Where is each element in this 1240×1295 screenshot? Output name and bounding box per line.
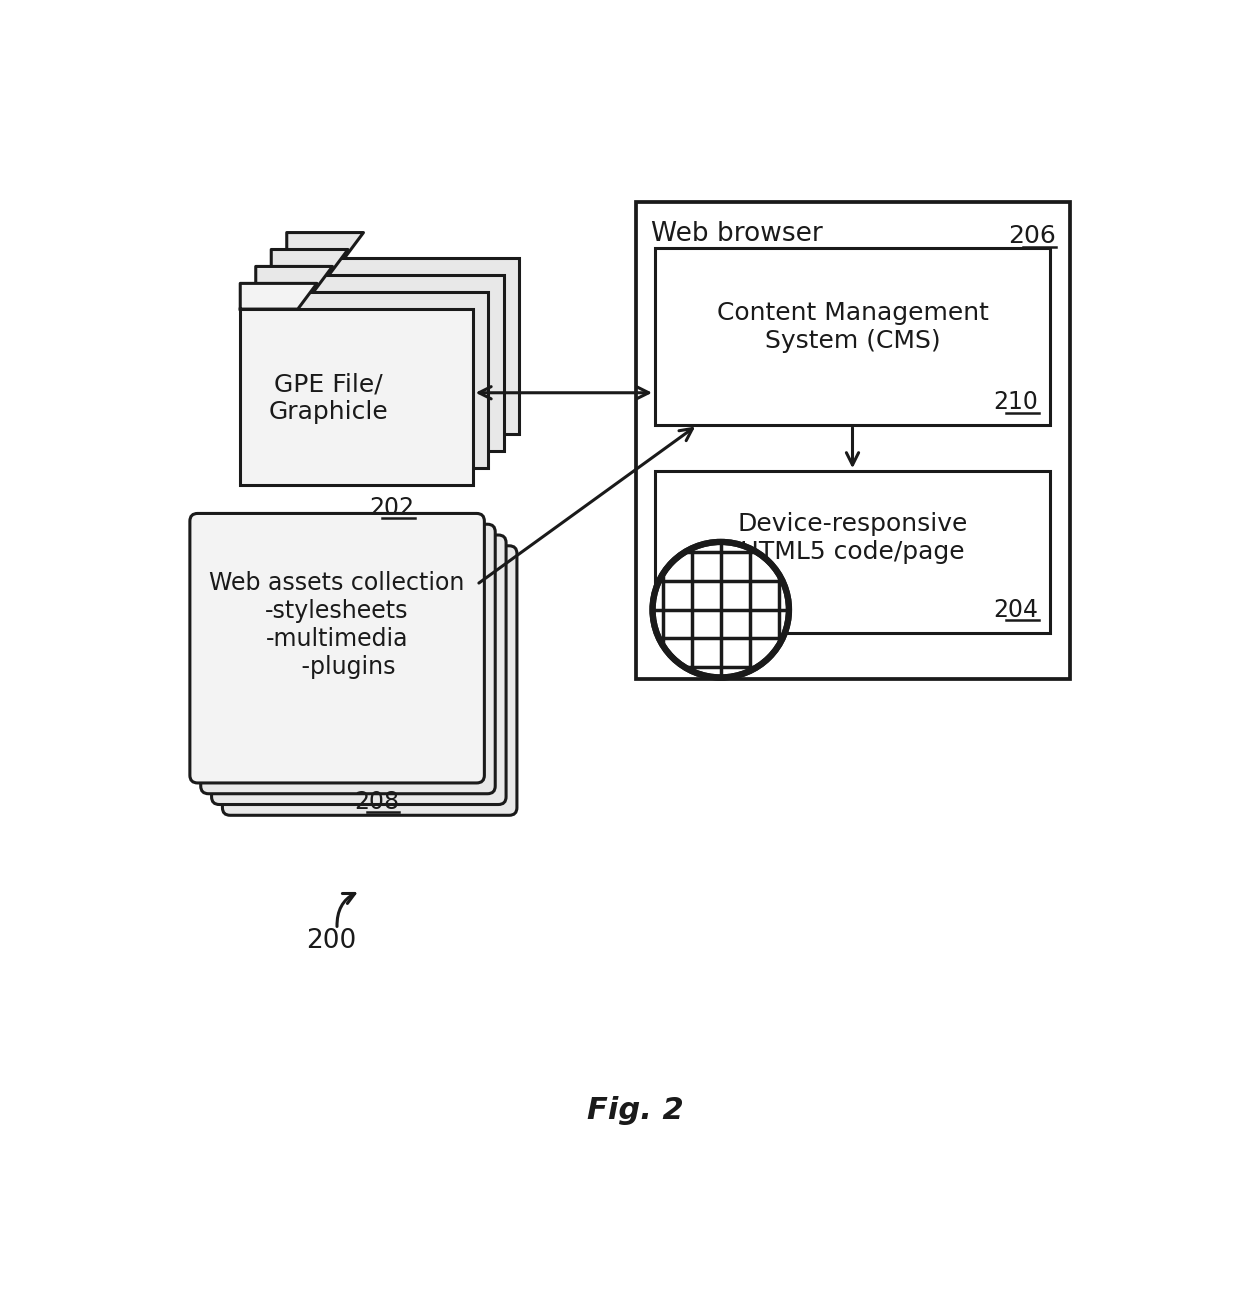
- Text: GPE File/
Graphicle: GPE File/ Graphicle: [269, 372, 388, 423]
- Text: Device-responsive
HTML5 code/page: Device-responsive HTML5 code/page: [738, 513, 967, 565]
- FancyBboxPatch shape: [201, 524, 495, 794]
- FancyBboxPatch shape: [222, 545, 517, 816]
- Circle shape: [652, 541, 789, 677]
- Polygon shape: [272, 250, 348, 276]
- Text: Web assets collection
-stylesheets
-multimedia
   -plugins: Web assets collection -stylesheets -mult…: [210, 571, 465, 679]
- FancyBboxPatch shape: [212, 535, 506, 804]
- Polygon shape: [241, 284, 317, 310]
- Polygon shape: [255, 267, 332, 293]
- Text: Web browser: Web browser: [651, 221, 823, 247]
- Bar: [655, 247, 1050, 425]
- Text: Content Management
System (CMS): Content Management System (CMS): [717, 302, 988, 354]
- Text: 204: 204: [993, 598, 1039, 622]
- Bar: [635, 202, 1069, 679]
- Text: 200: 200: [306, 927, 356, 954]
- Bar: [655, 471, 1050, 633]
- Text: 210: 210: [993, 390, 1039, 414]
- FancyBboxPatch shape: [190, 513, 485, 783]
- Text: 208: 208: [353, 790, 399, 815]
- Text: 206: 206: [1008, 224, 1055, 249]
- Polygon shape: [286, 233, 363, 258]
- Bar: [272, 276, 503, 451]
- Bar: [241, 310, 472, 484]
- Bar: [255, 293, 489, 467]
- Text: Fig. 2: Fig. 2: [587, 1096, 684, 1124]
- Text: 202: 202: [370, 496, 414, 519]
- Bar: [286, 258, 520, 434]
